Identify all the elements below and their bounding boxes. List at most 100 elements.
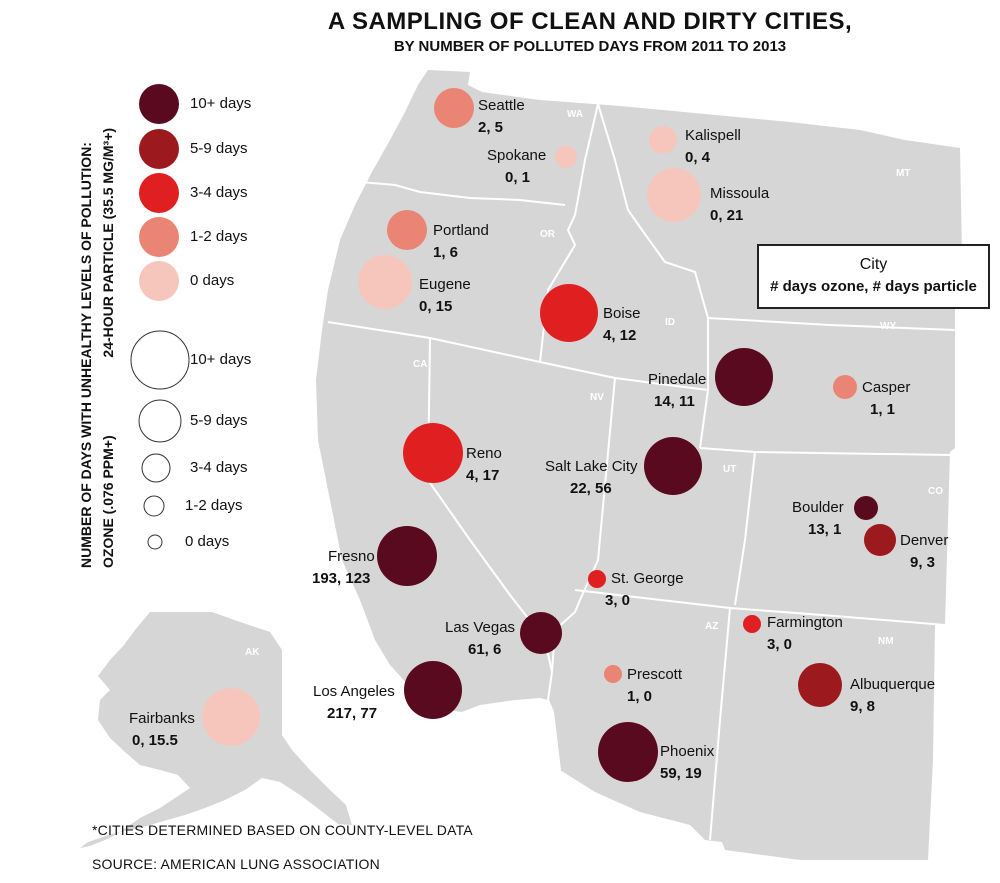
state-label: NV [590, 392, 604, 403]
border-id-wy [699, 318, 709, 449]
city-marker [403, 423, 463, 483]
city-values: 1, 6 [433, 244, 458, 261]
city-name: Las Vegas [445, 619, 515, 636]
border-nv-az [551, 599, 581, 673]
border-ut-az [574, 589, 731, 609]
state-label: ID [665, 317, 675, 328]
city-values: 1, 1 [870, 401, 895, 418]
city-name: Casper [862, 379, 910, 396]
particle-legend-size [141, 453, 171, 483]
legend-axis-title: NUMBER OF DAYS WITH UNHEALTHY LEVELS OF … [70, 110, 116, 570]
city-marker [202, 688, 260, 746]
city-marker [387, 210, 427, 250]
city-name: Missoula [710, 185, 770, 202]
border-wa-or [359, 181, 566, 206]
city-values: 4, 12 [603, 327, 636, 344]
city-marker [377, 526, 437, 586]
particle-legend-label: 10+ days [190, 351, 252, 368]
city-marker [715, 348, 773, 406]
city-marker [404, 661, 462, 719]
particle-legend-label: 0 days [185, 533, 230, 550]
city-values: 4, 17 [466, 467, 499, 484]
city-values: 3, 0 [767, 636, 792, 653]
city-values: 0, 15 [419, 298, 452, 315]
state-label: MT [896, 168, 910, 179]
city-values: 59, 19 [660, 765, 702, 782]
city-name: Denver [900, 532, 948, 549]
state-label: UT [723, 464, 736, 475]
city-marker [604, 665, 622, 683]
city-marker [644, 437, 702, 495]
ozone-legend-label: 10+ days [190, 95, 252, 112]
particle-legend-size [130, 330, 190, 390]
state-label: AK [245, 647, 260, 658]
ozone-legend-label: 3-4 days [190, 184, 248, 201]
city-values: 9, 3 [910, 554, 935, 571]
state-labels: WA MT OR ID WY CA NV UT CO AZ NM AK [245, 109, 943, 658]
border-wy-ut [699, 447, 756, 453]
border-nv-ut [579, 377, 616, 601]
city-marker [588, 570, 606, 588]
border-id-mt [597, 103, 709, 319]
border-id-ut [614, 377, 709, 391]
state-label: NM [878, 636, 894, 647]
state-label: WA [567, 109, 583, 120]
city-values: 9, 8 [850, 698, 875, 715]
city-name: Los Angeles [313, 683, 395, 700]
legend-axis-line: OZONE (.076 PPM+) 24-HOUR PARTICLE (35.5… [100, 127, 116, 568]
particle-legend-size [147, 534, 163, 550]
ozone-legend-label: 1-2 days [190, 228, 248, 245]
city-marker [520, 612, 562, 654]
source-note: SOURCE: AMERICAN LUNG ASSOCIATION [92, 856, 380, 872]
ozone-legend-label: 0 days [190, 272, 235, 289]
border-id-nv [539, 361, 616, 379]
city-values: 0, 4 [685, 149, 711, 166]
city-name: Boulder [792, 499, 844, 516]
alaska-chain [80, 832, 120, 848]
city-name: Eugene [419, 276, 471, 293]
city-name: Pinedale [648, 371, 706, 388]
city-name: Kalispell [685, 127, 741, 144]
city-marker [854, 496, 878, 520]
city-values: 193, 123 [312, 570, 370, 587]
city-values: 0, 21 [710, 207, 743, 224]
label-key-box: City # days ozone, # days particle [757, 244, 990, 309]
city-values: 2, 5 [478, 119, 503, 136]
city-name: Spokane [487, 147, 546, 164]
border-mt-wy [707, 317, 956, 331]
ozone-legend-swatch [139, 261, 179, 301]
city-values: 0, 15.5 [132, 732, 178, 749]
city-name: Fairbanks [129, 710, 195, 727]
city-marker [833, 375, 857, 399]
city-name: Boise [603, 305, 641, 322]
particle-legend-size [143, 495, 165, 517]
city-values: 14, 11 [654, 393, 695, 410]
key-days-label: # days ozone, # days particle [770, 278, 977, 295]
particle-legend [130, 330, 190, 550]
city-values: 217, 77 [327, 705, 377, 722]
city-marker [598, 722, 658, 782]
city-values: 61, 6 [468, 641, 501, 658]
ozone-legend-label: 5-9 days [190, 140, 248, 157]
ozone-legend-swatch [139, 129, 179, 169]
particle-legend-label: 5-9 days [190, 412, 248, 429]
map-subtitle: BY NUMBER OF POLLUTED DAYS FROM 2011 TO … [393, 38, 787, 55]
city-name: Portland [433, 222, 489, 239]
key-city-label: City [859, 256, 888, 273]
ozone-legend-swatch [139, 84, 179, 124]
city-labels: Seattle 2, 5 Spokane 0, 1 Kalispell 0, 4… [129, 97, 948, 782]
city-marker [358, 255, 412, 309]
city-name: Reno [466, 445, 502, 462]
city-marker [540, 284, 598, 342]
state-label: CA [413, 359, 427, 370]
border-az-nm [709, 607, 731, 841]
ozone-legend [139, 84, 179, 301]
border-wy-co [754, 451, 951, 456]
particle-legend-size [138, 399, 182, 443]
city-marker [743, 615, 761, 633]
city-marker [798, 663, 842, 707]
particle-legend-label: 1-2 days [185, 497, 243, 514]
legend-axis-line: NUMBER OF DAYS WITH UNHEALTHY LEVELS OF … [78, 142, 94, 568]
